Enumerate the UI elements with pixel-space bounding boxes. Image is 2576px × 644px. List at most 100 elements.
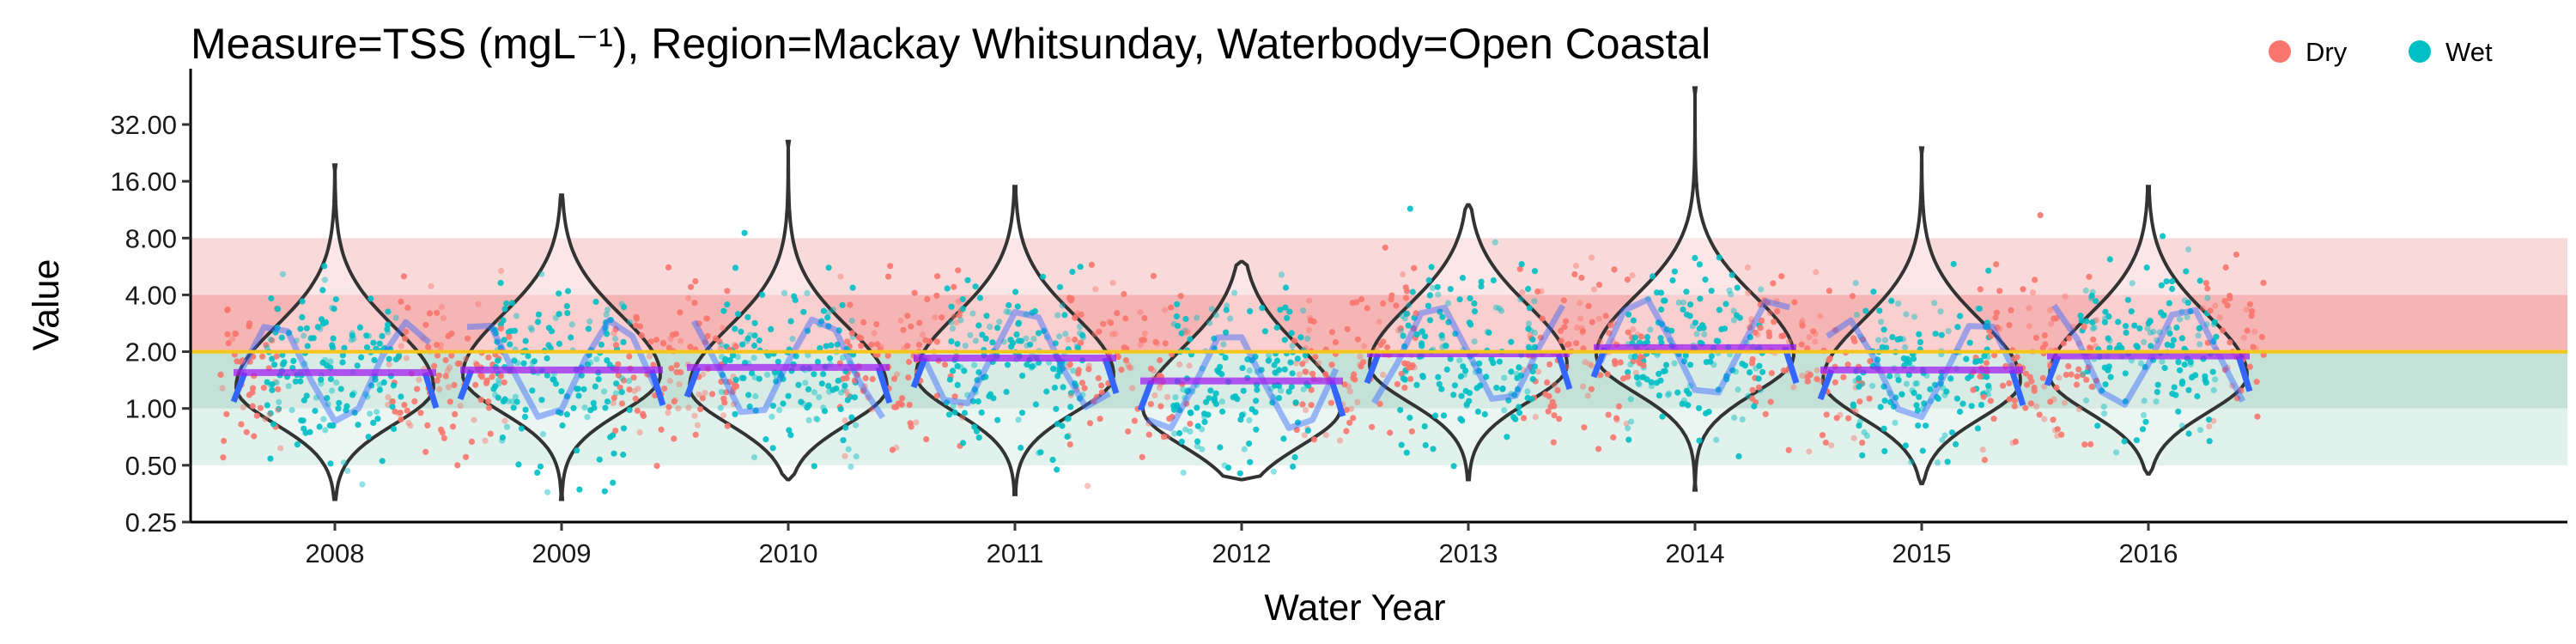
data-point (403, 355, 410, 361)
data-point (1953, 395, 1960, 402)
data-point (951, 283, 957, 290)
data-point (1419, 373, 1426, 380)
data-point (857, 335, 865, 342)
data-point (1403, 288, 1411, 295)
data-point (1474, 408, 1481, 415)
data-point (1748, 319, 1755, 326)
data-point (1718, 325, 1725, 333)
data-point (1696, 404, 1703, 411)
data-point (1679, 400, 1686, 407)
data-point (1147, 365, 1154, 372)
data-point (1285, 388, 1292, 395)
y-tick-label: 32.00 (110, 110, 177, 140)
data-point (1440, 412, 1448, 419)
violin-2011 (914, 185, 1115, 496)
data-point (1629, 272, 1636, 279)
data-point (1525, 320, 1533, 327)
data-point (1187, 336, 1194, 343)
data-point (1658, 339, 1665, 346)
data-point (821, 408, 829, 415)
data-point (229, 336, 236, 343)
data-point (1586, 361, 1593, 368)
data-point (719, 325, 726, 331)
data-point (1436, 380, 1443, 387)
data-point (2233, 395, 2241, 402)
data-point (1434, 283, 1441, 290)
data-point (975, 434, 982, 441)
data-point (749, 369, 756, 377)
data-point (276, 398, 283, 405)
data-point (445, 384, 453, 391)
data-point (1897, 336, 1904, 343)
data-point (1476, 360, 1483, 367)
data-point (1070, 368, 1077, 374)
data-point (1696, 261, 1703, 268)
data-point (730, 401, 738, 408)
trend-end-right (875, 366, 893, 404)
data-point (2160, 233, 2166, 240)
data-point (1169, 413, 1176, 421)
data-point (1798, 341, 1805, 348)
data-point (404, 304, 411, 311)
data-point (750, 454, 758, 461)
data-point (2101, 410, 2108, 417)
data-point (531, 358, 538, 365)
data-point (945, 411, 953, 418)
data-point (1947, 375, 1954, 382)
data-point (1470, 361, 1477, 368)
data-point (303, 392, 310, 399)
data-point (1450, 392, 1457, 398)
data-point (972, 389, 979, 396)
data-point (2123, 323, 2129, 330)
data-point (1977, 357, 1984, 364)
data-point (2141, 338, 2148, 345)
data-point (1956, 408, 1964, 416)
data-point (959, 295, 966, 303)
data-point (1297, 334, 1304, 341)
data-point (1157, 356, 1163, 364)
data-point (522, 337, 529, 344)
data-point (768, 325, 775, 332)
data-point (1084, 483, 1091, 489)
data-point (1397, 325, 1404, 331)
data-point (2090, 336, 2097, 343)
data-point (1844, 361, 1851, 368)
data-point (1010, 339, 1017, 347)
data-point (1943, 388, 1950, 395)
data-point (1194, 404, 1200, 411)
data-point (2171, 384, 2178, 391)
data-point (1364, 305, 1370, 312)
data-point (1471, 308, 1479, 315)
data-point (2091, 324, 2098, 331)
data-point (1993, 309, 2001, 316)
data-point (1728, 271, 1735, 278)
data-point (1496, 305, 1503, 312)
data-point (851, 394, 859, 401)
data-point (1531, 329, 1538, 336)
data-point (1092, 286, 1099, 293)
data-point (1755, 375, 1762, 382)
data-point (604, 398, 611, 405)
data-point (923, 436, 930, 443)
data-point (1100, 320, 1107, 327)
data-point (1409, 289, 1416, 295)
data-point (1065, 415, 1072, 422)
data-point (1492, 304, 1499, 311)
data-point (1589, 362, 1595, 369)
data-point (595, 376, 602, 383)
data-point (1532, 414, 1539, 421)
data-point (994, 416, 1001, 423)
data-point (1429, 284, 1437, 291)
data-point (1771, 319, 1777, 325)
data-point (1759, 368, 1766, 375)
data-point (1911, 390, 1917, 397)
data-point (2088, 292, 2095, 299)
data-point (321, 276, 328, 283)
trend-end-right (1102, 356, 1120, 395)
data-point (1425, 276, 1432, 283)
data-point (1640, 374, 1647, 380)
data-point (1309, 370, 1316, 377)
data-point (2137, 360, 2144, 367)
data-point (805, 386, 812, 392)
data-point (1517, 372, 1525, 379)
